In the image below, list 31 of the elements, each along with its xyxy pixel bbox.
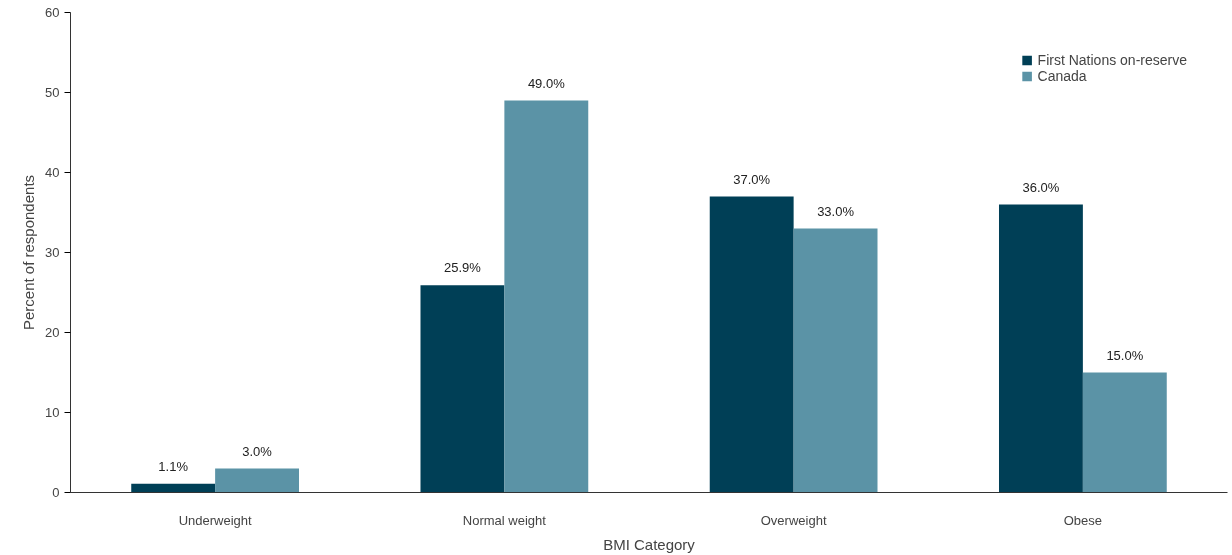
- data-label: 3.0%: [242, 443, 273, 459]
- bar: [1082, 372, 1167, 493]
- legend-label: First Nations on-reserve: [1037, 52, 1187, 68]
- bar: [504, 100, 589, 493]
- x-axis-title: BMI Category: [603, 535, 696, 553]
- y-tick-label: 30: [45, 245, 60, 260]
- y-tick-label: 10: [45, 405, 60, 420]
- bar: [420, 285, 505, 493]
- data-label: 49.0%: [527, 75, 566, 91]
- bar: [793, 228, 878, 493]
- y-axis-title: Percent of respondents: [20, 174, 38, 331]
- x-tick-label: Overweight: [760, 512, 827, 528]
- data-label: 25.9%: [444, 260, 482, 276]
- y-tick-label: 60: [45, 5, 60, 20]
- y-tick-label: 40: [45, 165, 60, 180]
- data-label: 36.0%: [1022, 179, 1060, 195]
- bar: [998, 204, 1083, 493]
- y-tick-label: 20: [45, 325, 60, 340]
- bar: [215, 468, 300, 493]
- data-label: 1.1%: [158, 458, 189, 474]
- y-tick-label: 0: [52, 485, 60, 500]
- x-tick-label: Normal weight: [462, 512, 547, 528]
- x-tick-label: Underweight: [178, 512, 253, 528]
- x-tick-label: Obese: [1063, 512, 1103, 528]
- bar: [131, 483, 216, 493]
- legend-label: Canada: [1037, 68, 1087, 84]
- data-label: 33.0%: [817, 203, 855, 219]
- y-tick-label: 50: [45, 85, 60, 100]
- bar: [709, 196, 794, 493]
- data-label: 37.0%: [733, 171, 771, 187]
- data-label: 15.0%: [1106, 347, 1144, 363]
